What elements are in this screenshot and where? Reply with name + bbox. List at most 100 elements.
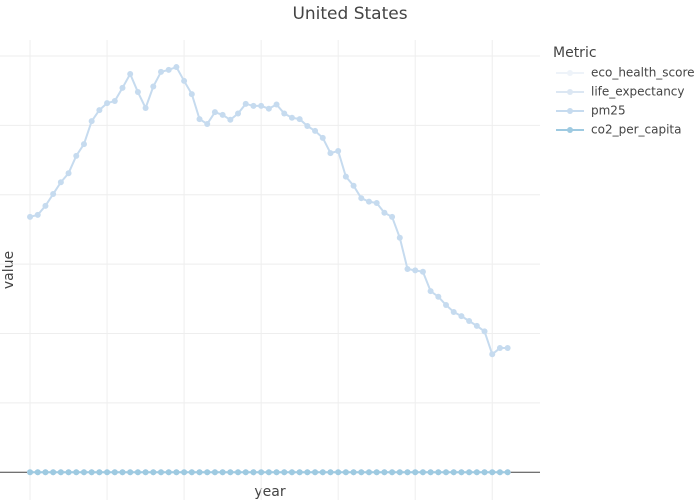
data-point <box>412 469 419 476</box>
data-point <box>204 469 211 476</box>
data-point <box>427 469 434 476</box>
data-point <box>181 77 188 84</box>
legend-label: life_expectancy <box>591 85 685 99</box>
data-point <box>157 469 164 476</box>
data-point <box>358 195 365 202</box>
data-point <box>466 317 473 324</box>
data-point <box>42 469 49 476</box>
data-point <box>73 469 80 476</box>
data-point <box>412 267 419 274</box>
data-point <box>150 469 157 476</box>
data-point <box>258 102 265 109</box>
data-point <box>250 469 257 476</box>
legend-label: pm25 <box>591 104 626 118</box>
data-point <box>381 469 388 476</box>
legend-title: Metric <box>553 45 597 61</box>
data-point <box>65 170 72 177</box>
data-point <box>312 127 319 134</box>
data-point <box>396 234 403 241</box>
data-point <box>481 328 488 335</box>
data-point <box>296 116 303 123</box>
data-point <box>350 469 357 476</box>
data-point <box>119 469 126 476</box>
data-point <box>404 469 411 476</box>
data-point <box>88 118 95 125</box>
data-point <box>288 469 295 476</box>
data-point <box>196 469 203 476</box>
data-point <box>381 209 388 216</box>
data-point <box>80 141 87 148</box>
data-point <box>296 469 303 476</box>
data-point <box>204 120 211 127</box>
data-point <box>327 150 334 157</box>
data-point <box>404 265 411 272</box>
data-point <box>219 469 226 476</box>
data-point <box>211 109 218 116</box>
data-point <box>219 111 226 118</box>
data-point <box>473 469 480 476</box>
data-point <box>481 469 488 476</box>
data-point <box>173 64 180 71</box>
data-point <box>88 469 95 476</box>
data-point <box>443 469 450 476</box>
data-point <box>65 469 72 476</box>
data-point <box>104 469 111 476</box>
data-point <box>319 469 326 476</box>
data-point <box>119 84 126 91</box>
data-point <box>142 104 149 111</box>
data-point <box>319 134 326 141</box>
data-point <box>365 469 372 476</box>
data-point <box>435 293 442 300</box>
data-point <box>150 83 157 90</box>
data-point <box>419 469 426 476</box>
data-point <box>435 469 442 476</box>
data-point <box>281 110 288 117</box>
data-point <box>27 213 34 220</box>
data-point <box>458 313 465 320</box>
data-point <box>235 469 242 476</box>
data-point <box>265 469 272 476</box>
data-point <box>458 469 465 476</box>
legend-marker <box>567 89 573 95</box>
data-point <box>304 469 311 476</box>
data-point <box>188 469 195 476</box>
data-point <box>34 211 41 218</box>
data-point <box>489 469 496 476</box>
data-point <box>27 469 34 476</box>
data-point <box>304 123 311 130</box>
data-point <box>134 469 141 476</box>
legend-marker <box>567 70 573 76</box>
data-point <box>211 469 218 476</box>
data-point <box>265 105 272 112</box>
legend-marker <box>567 108 573 114</box>
data-point <box>342 469 349 476</box>
data-point <box>181 469 188 476</box>
data-point <box>73 152 80 159</box>
data-point <box>242 469 249 476</box>
data-point <box>342 173 349 180</box>
data-point <box>57 179 64 186</box>
data-point <box>111 98 118 105</box>
data-point <box>312 469 319 476</box>
data-point <box>335 469 342 476</box>
data-point <box>327 469 334 476</box>
data-point <box>273 101 280 108</box>
data-point <box>389 213 396 220</box>
data-point <box>80 469 87 476</box>
legend-marker <box>567 127 573 133</box>
y-axis-title: value <box>1 251 17 289</box>
data-point <box>273 469 280 476</box>
data-point <box>165 66 172 73</box>
data-point <box>57 469 64 476</box>
data-point <box>443 302 450 309</box>
data-point <box>104 100 111 107</box>
data-point <box>365 198 372 205</box>
data-point <box>96 107 103 114</box>
data-point <box>165 469 172 476</box>
data-point <box>173 469 180 476</box>
data-point <box>373 469 380 476</box>
data-point <box>157 68 164 75</box>
data-point <box>196 116 203 123</box>
data-point <box>496 345 503 352</box>
data-point <box>227 116 234 123</box>
